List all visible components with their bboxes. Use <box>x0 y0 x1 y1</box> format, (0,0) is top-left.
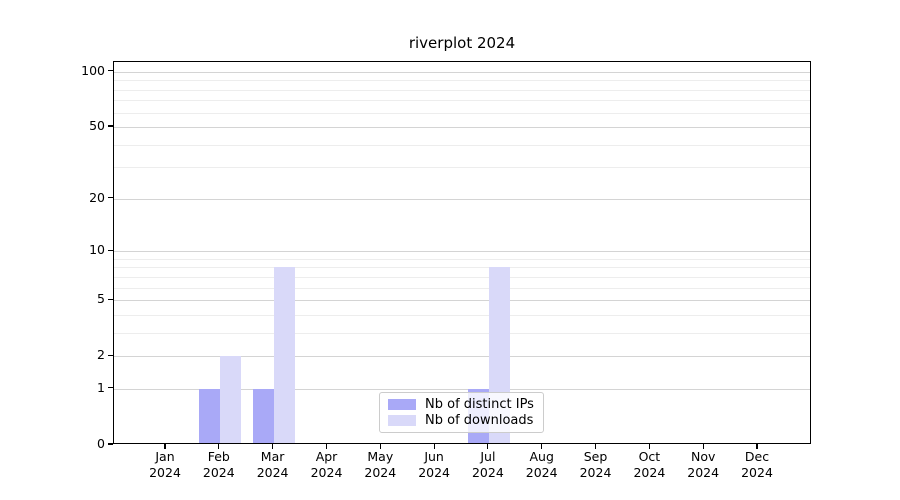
x-tick-label: May 2024 <box>364 449 397 480</box>
plot-area <box>113 61 811 444</box>
plot-inner <box>114 62 810 443</box>
major-gridline <box>114 356 810 358</box>
chart-title: riverplot 2024 <box>408 34 516 52</box>
y-tick-mark <box>108 354 113 356</box>
y-tick-mark <box>108 70 113 72</box>
y-tick-label: 1 <box>97 379 105 395</box>
x-tick-label: Dec 2024 <box>741 449 773 480</box>
y-tick-label: 10 <box>89 241 105 257</box>
x-tick-mark <box>325 444 328 449</box>
minor-gridline <box>114 287 810 289</box>
minor-gridline <box>114 276 810 278</box>
minor-gridline <box>114 267 810 269</box>
x-tick-mark <box>648 444 650 449</box>
x-tick-label: Sep 2024 <box>579 449 612 480</box>
major-gridline <box>114 198 810 200</box>
legend-swatch-distinct-ips-icon <box>388 399 416 411</box>
x-tick-label: Apr 2024 <box>310 449 343 480</box>
x-tick-mark <box>541 444 543 449</box>
x-tick-mark <box>164 444 166 449</box>
x-tick-mark <box>594 444 597 449</box>
bar-downloads <box>273 267 295 443</box>
minor-gridline <box>114 144 810 146</box>
x-tick-label: Jul 2024 <box>471 449 504 480</box>
legend-swatch-downloads-icon <box>388 414 416 426</box>
y-tick-label: 20 <box>89 189 105 205</box>
legend-label-distinct-ips: Nb of distinct IPs <box>425 397 534 413</box>
y-tick-mark <box>108 443 113 445</box>
x-tick-label: Nov 2024 <box>687 449 720 480</box>
y-tick-mark <box>108 197 113 199</box>
major-gridline <box>114 71 810 73</box>
legend: Nb of distinct IPs Nb of downloads <box>379 392 544 433</box>
minor-gridline <box>114 314 810 316</box>
minor-gridline <box>114 112 810 114</box>
major-gridline <box>114 127 810 128</box>
minor-gridline <box>114 258 810 260</box>
bar-distinct-ips <box>252 388 274 443</box>
major-gridline <box>114 300 810 302</box>
y-tick-mark <box>108 387 113 389</box>
bar-downloads <box>219 356 241 443</box>
y-tick-mark <box>108 298 113 300</box>
y-tick-label: 100 <box>81 62 105 78</box>
x-tick-label: Aug 2024 <box>525 449 558 480</box>
y-tick-label: 0 <box>97 435 105 451</box>
legend-item-distinct-ips: Nb of distinct IPs <box>388 397 534 413</box>
y-tick-label: 50 <box>89 117 105 133</box>
x-tick-mark <box>487 444 489 449</box>
x-tick-mark <box>379 444 381 449</box>
y-tick-label: 2 <box>97 346 105 362</box>
minor-gridline <box>114 100 810 102</box>
x-tick-mark <box>433 444 435 449</box>
x-tick-mark <box>218 444 220 449</box>
minor-gridline <box>114 332 810 334</box>
major-gridline <box>114 388 810 390</box>
major-gridline <box>114 251 810 253</box>
y-tick-mark <box>108 125 113 127</box>
y-tick-label: 5 <box>97 290 105 306</box>
bar-distinct-ips <box>198 388 220 443</box>
x-tick-mark <box>702 444 704 449</box>
minor-gridline <box>114 80 810 82</box>
x-tick-mark <box>272 444 274 449</box>
y-tick-mark <box>108 249 113 251</box>
x-tick-label: Jan 2024 <box>149 449 181 480</box>
x-tick-mark <box>756 444 758 449</box>
x-tick-label: Jun 2024 <box>418 449 450 480</box>
minor-gridline <box>114 89 810 91</box>
legend-item-downloads: Nb of downloads <box>388 413 534 429</box>
x-tick-label: Oct 2024 <box>633 449 666 480</box>
x-tick-label: Feb 2024 <box>202 449 235 480</box>
x-tick-label: Mar 2024 <box>256 449 289 480</box>
minor-gridline <box>114 167 810 169</box>
legend-label-downloads: Nb of downloads <box>425 412 534 428</box>
